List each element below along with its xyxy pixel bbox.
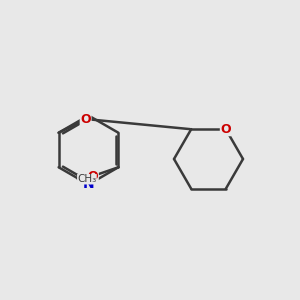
- Text: O: O: [80, 113, 91, 126]
- Text: O: O: [220, 123, 231, 136]
- Text: CH₃: CH₃: [77, 174, 97, 184]
- Text: N: N: [83, 178, 94, 191]
- Text: O: O: [88, 170, 98, 183]
